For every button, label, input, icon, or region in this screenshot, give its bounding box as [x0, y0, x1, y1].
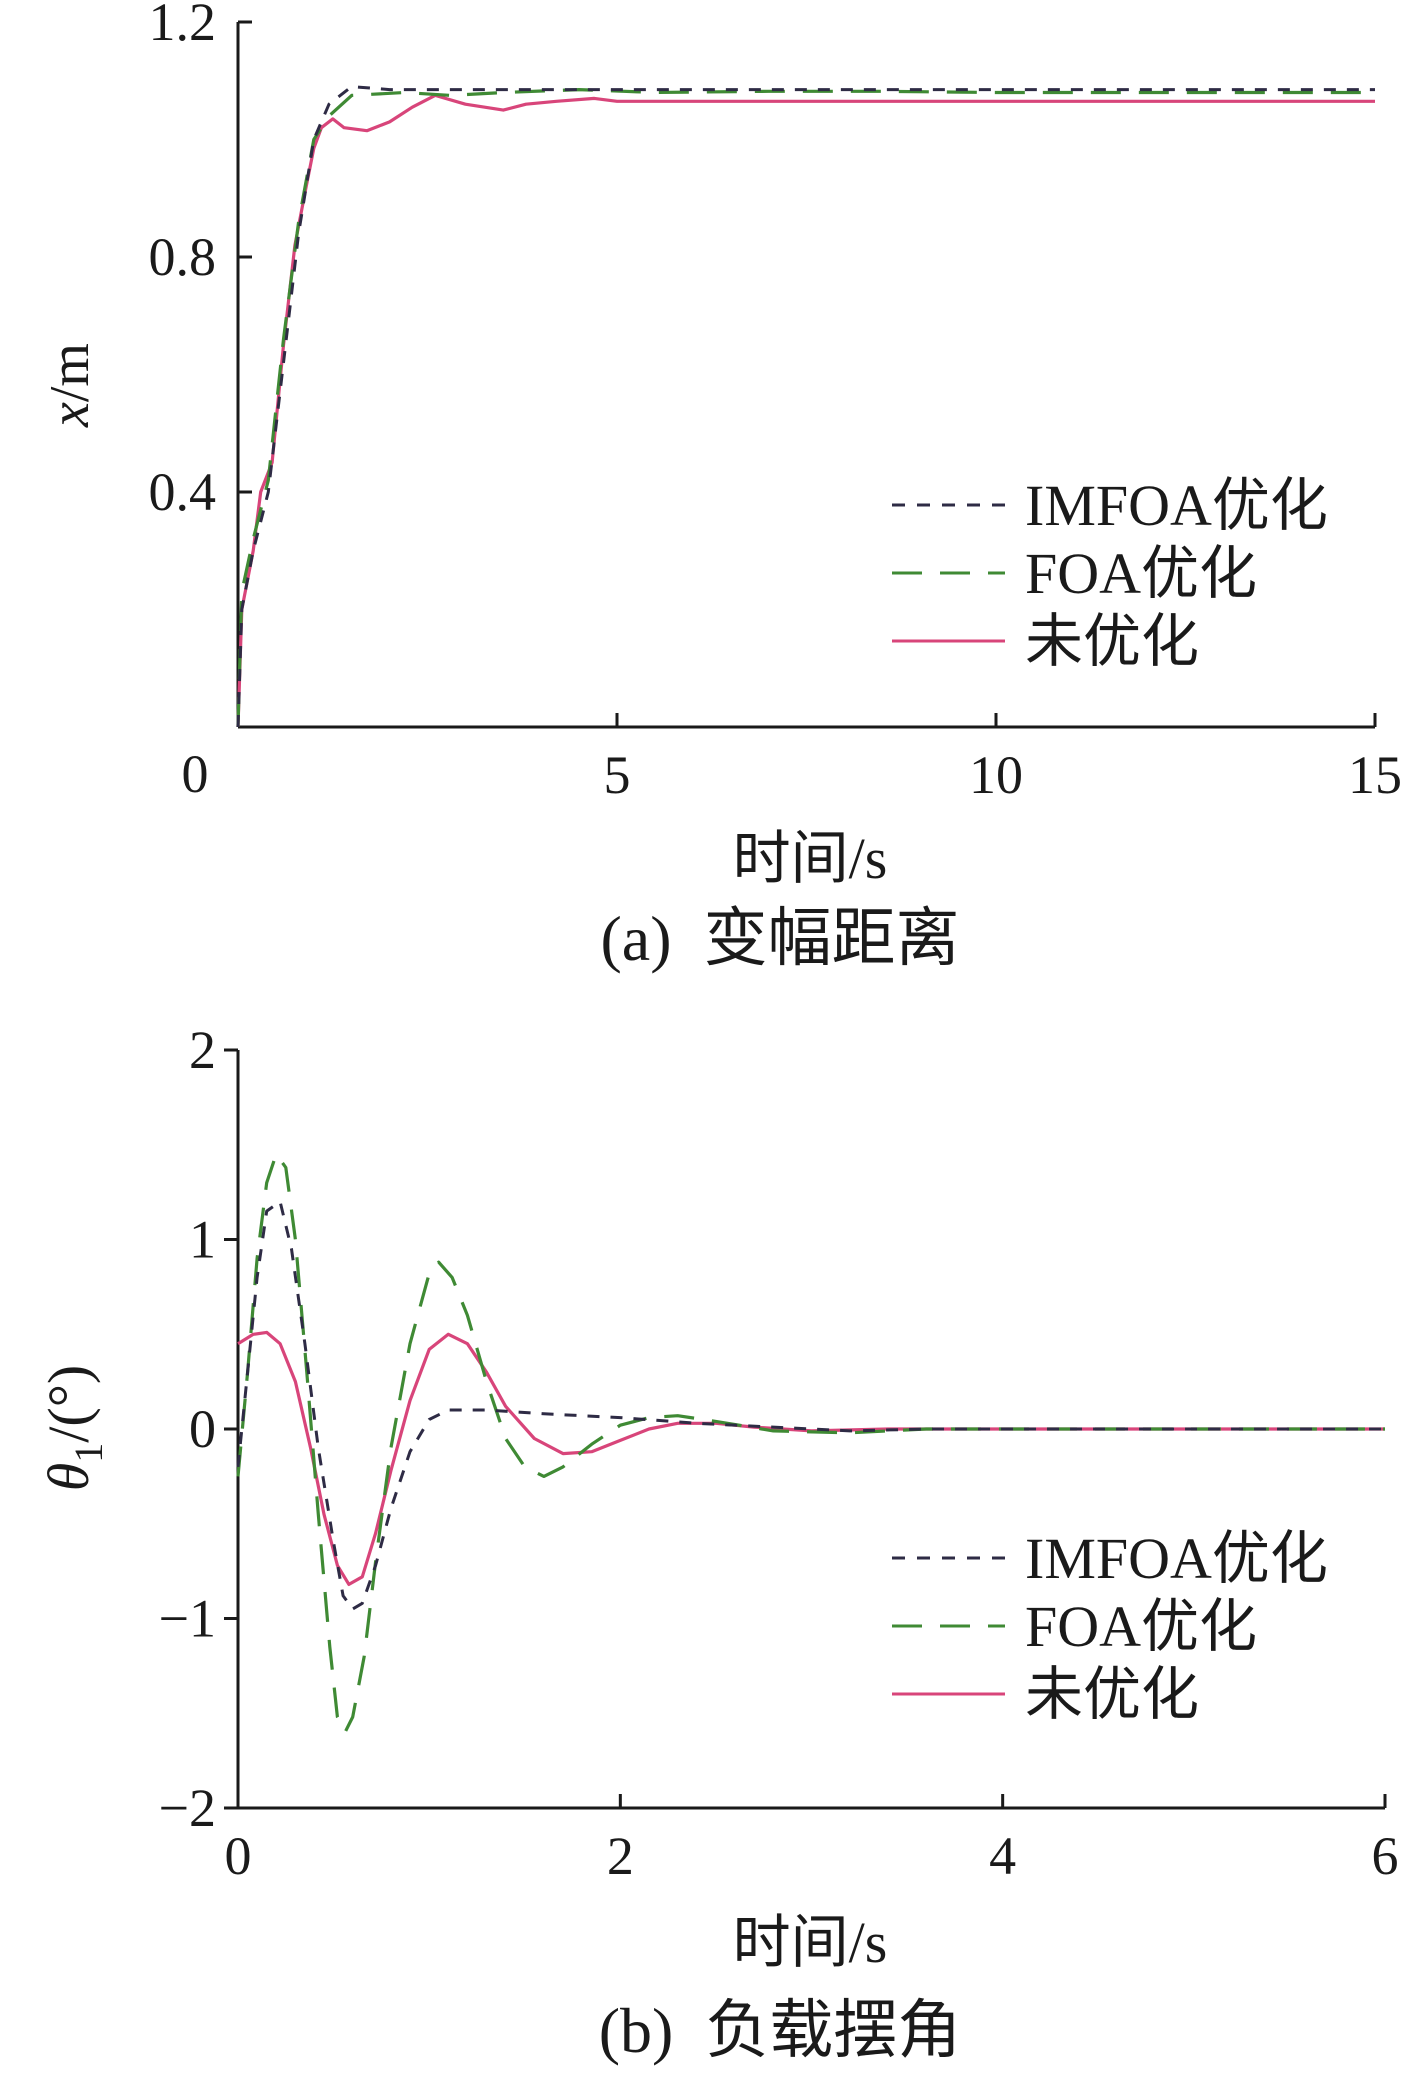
chart-b-y-tick-label: −2	[159, 1778, 216, 1838]
chart-b-x-tick-label: 2	[607, 1826, 634, 1886]
chart-b-y-axis-label: θ1/(°)	[36, 1365, 111, 1491]
chart-a-x-tick-labels: 5 10 15	[604, 745, 1403, 805]
chart-a-origin-x-label: 0	[182, 744, 209, 804]
chart-a-series-foa	[236, 88, 1375, 728]
chart-a-legend-imfoa-label: IMFOA优化	[1025, 473, 1328, 538]
chart-b-series-imfoa	[236, 1200, 1385, 1611]
chart-a-x-tick-label: 5	[604, 745, 631, 805]
chart-b-x-axis-label: 时间/s	[733, 1910, 888, 1975]
chart-a-x-tick-label: 15	[1348, 745, 1402, 805]
chart-b-y-tick-labels: −2 −1 0 1 2	[159, 1020, 216, 1838]
chart-b-series	[236, 1152, 1385, 1734]
chart-a-y-tick-label: 1.2	[149, 0, 217, 52]
chart-b-legend-unopt-label: 未优化	[1025, 1662, 1199, 1727]
chart-a-y-tick-labels: 0.4 0.8 1.2	[149, 0, 217, 522]
chart-a-y-axis-var: x	[39, 402, 101, 428]
chart-a-legend-unopt-label: 未优化	[1025, 609, 1199, 674]
chart-b-y-tick-label: −1	[159, 1589, 216, 1649]
chart-a: 0.4 0.8 1.2 5 10 15 0 时间/s x/m (a) 变幅距离 IMFO…	[39, 0, 1402, 974]
chart-b-x-tick-labels: 0 2 4 6	[225, 1826, 1399, 1886]
chart-a-y-tick-label: 0.4	[149, 462, 217, 522]
chart-b-legend: IMFOA优化 FOA优化 未优化	[892, 1526, 1328, 1727]
chart-b-legend-foa-label: FOA优化	[1025, 1594, 1257, 1659]
chart-a-legend: IMFOA优化 FOA优化 未优化	[892, 473, 1328, 674]
chart-b-y-tick-label: 0	[189, 1399, 216, 1459]
chart-b-x-tick-label: 6	[1372, 1826, 1399, 1886]
chart-b-y-axis-var: θ	[36, 1463, 101, 1492]
chart-b-axes	[224, 1048, 1387, 1810]
chart-b-y-axis-unit: /(°)	[36, 1365, 101, 1443]
chart-a-caption: (a) 变幅距离	[600, 903, 959, 974]
chart-a-series	[236, 85, 1375, 728]
chart-a-y-tick-label: 0.8	[149, 227, 217, 287]
chart-b-legend-imfoa-label: IMFOA优化	[1025, 1526, 1328, 1591]
chart-b-caption: (b) 负载摆角	[599, 1995, 962, 2066]
chart-a-x-tick-label: 10	[969, 745, 1023, 805]
chart-b-x-tick-label: 4	[989, 1826, 1016, 1886]
chart-a-axes	[236, 20, 1377, 729]
chart-b-x-tick-label: 0	[225, 1826, 252, 1886]
chart-a-x-axis-label: 时间/s	[733, 826, 888, 891]
chart-a-series-imfoa	[236, 85, 1375, 728]
chart-b-y-axis-sub: 1	[66, 1443, 111, 1463]
chart-b-series-foa	[236, 1152, 1385, 1734]
chart-b-y-tick-label: 2	[189, 1020, 216, 1080]
chart-a-series-unopt	[236, 93, 1375, 728]
chart-a-y-axis-unit: /m	[39, 343, 101, 402]
chart-a-y-axis-label: x/m	[39, 343, 101, 428]
chart-a-legend-foa-label: FOA优化	[1025, 541, 1257, 606]
chart-b-y-tick-label: 1	[189, 1210, 216, 1270]
